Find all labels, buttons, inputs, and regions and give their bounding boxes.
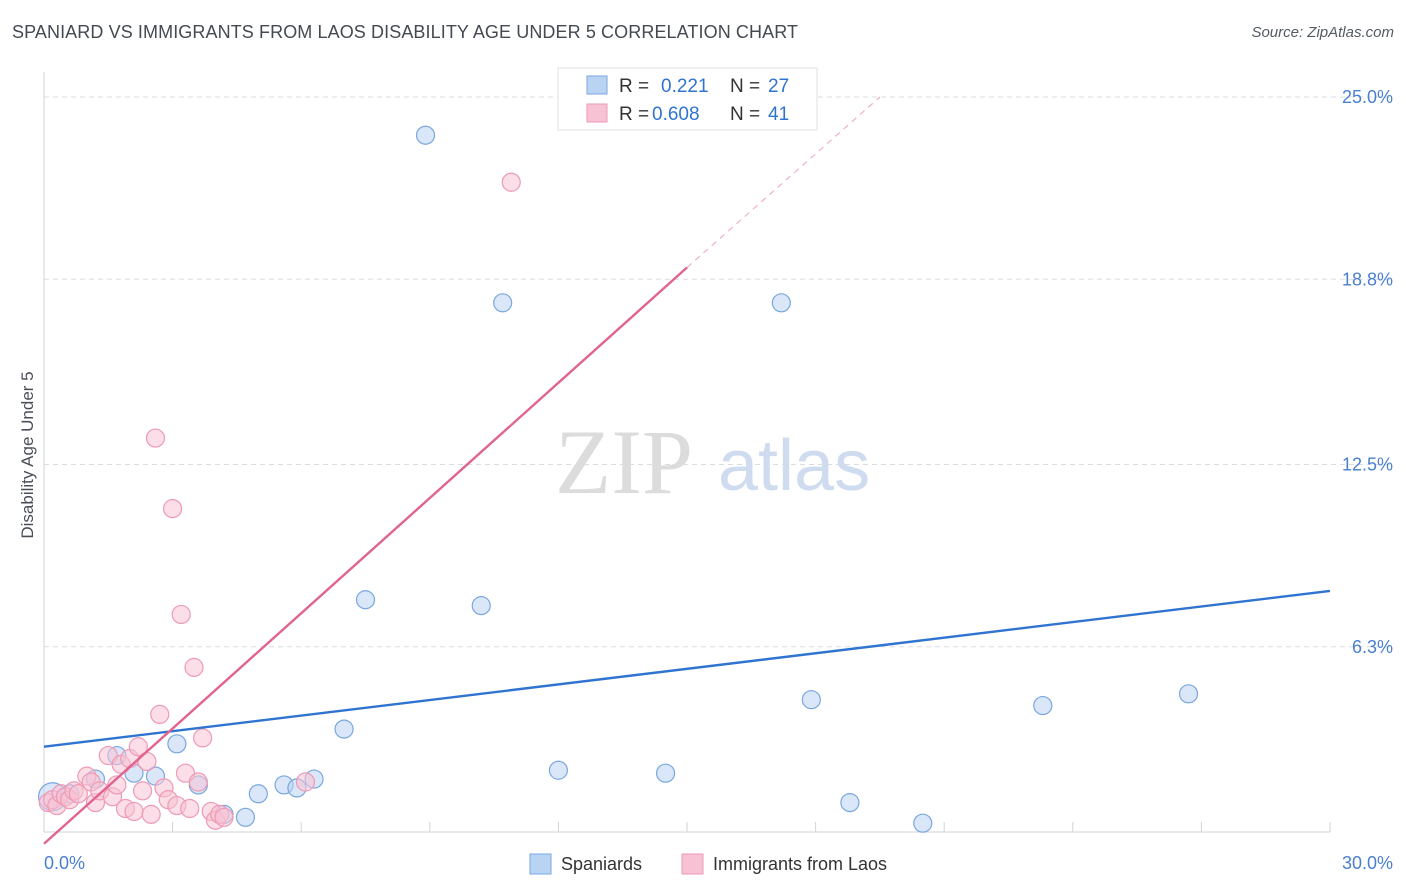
point-spaniards-6 xyxy=(167,734,187,754)
point-laos-19 xyxy=(128,737,148,757)
x-tick-label-min: 0.0% xyxy=(44,853,85,873)
legend-bottom-label-spaniards: Spaniards xyxy=(561,854,642,874)
y-tick-labels: 6.3% 12.5% 18.8% 25.0% xyxy=(1342,87,1393,657)
point-spaniards-14 xyxy=(334,719,354,739)
point-laos-18 xyxy=(124,801,144,822)
point-laos-39 xyxy=(295,772,316,792)
point-laos-23 xyxy=(145,428,166,448)
point-spaniards-26 xyxy=(1178,684,1199,704)
point-spaniards-17 xyxy=(471,596,491,616)
points-layer xyxy=(37,125,1199,833)
legend-n-value-1: 27 xyxy=(768,76,789,97)
point-laos-21 xyxy=(137,751,157,772)
point-laos-7 xyxy=(68,784,88,804)
point-laos-27 xyxy=(163,499,183,519)
y-tick-label-3: 25.0% xyxy=(1342,87,1393,107)
y-tick-label-1: 12.5% xyxy=(1342,455,1393,475)
grid xyxy=(44,96,1393,648)
point-spaniards-19 xyxy=(548,760,569,780)
x-tick-label-max: 30.0% xyxy=(1342,853,1393,873)
legend-n-label-1: N = xyxy=(730,76,760,97)
legend-top: R = 0.221 N = 27 R = 0.608 N = 41 xyxy=(557,67,818,131)
point-laos-24 xyxy=(150,704,170,725)
point-spaniards-22 xyxy=(801,690,821,710)
point-spaniards-21 xyxy=(771,293,791,313)
watermark-atlas: atlas xyxy=(718,426,870,506)
legend-r-label-2: R = xyxy=(619,104,649,125)
legend-n-value-2: 41 xyxy=(768,104,789,125)
trend-line-laos-extension xyxy=(686,96,881,268)
legend-swatch-spaniards xyxy=(586,75,608,95)
legend-r-value-2: 0.608 xyxy=(652,104,700,125)
trend-line-spaniards xyxy=(43,589,1331,748)
legend-n-label-2: N = xyxy=(730,104,760,125)
point-laos-29 xyxy=(171,604,191,625)
legend-swatch-laos xyxy=(586,103,608,123)
legend-r-value-1: 0.221 xyxy=(661,76,709,97)
point-spaniards-18 xyxy=(493,293,513,313)
legend-bottom-swatch-spaniards xyxy=(529,853,552,875)
point-spaniards-23 xyxy=(840,792,860,813)
point-spaniards-15 xyxy=(355,590,376,610)
y-tick-label-2: 18.8% xyxy=(1342,269,1393,289)
source-label: Source: ZipAtlas.com xyxy=(1251,24,1394,41)
point-spaniards-25 xyxy=(1033,695,1053,716)
y-axis-label: Disability Age Under 5 xyxy=(18,371,37,538)
point-laos-34 xyxy=(193,728,213,748)
point-spaniards-20 xyxy=(655,763,676,783)
legend-bottom-label-laos: Immigrants from Laos xyxy=(713,854,887,874)
legend-bottom: Spaniards Immigrants from Laos xyxy=(529,853,887,875)
chart-title: SPANIARD VS IMMIGRANTS FROM LAOS DISABIL… xyxy=(12,22,799,42)
point-laos-22 xyxy=(141,804,161,824)
trend-lines xyxy=(43,96,1331,845)
y-tick-label-0: 6.3% xyxy=(1352,637,1393,657)
point-laos-31 xyxy=(180,798,200,819)
point-spaniards-9 xyxy=(235,807,256,827)
watermark-zip: ZIP xyxy=(555,411,693,513)
trend-line-laos xyxy=(43,266,688,845)
legend-r-label-1: R = xyxy=(619,76,649,97)
x-ticks xyxy=(172,822,1331,832)
point-laos-40 xyxy=(501,172,521,192)
point-laos-32 xyxy=(184,657,204,677)
point-spaniards-10 xyxy=(248,784,268,804)
legend-bottom-swatch-laos xyxy=(681,853,704,875)
point-spaniards-24 xyxy=(913,813,933,833)
point-laos-38 xyxy=(214,807,234,827)
point-laos-20 xyxy=(132,781,153,801)
point-spaniards-16 xyxy=(415,125,436,145)
point-laos-33 xyxy=(188,772,208,792)
